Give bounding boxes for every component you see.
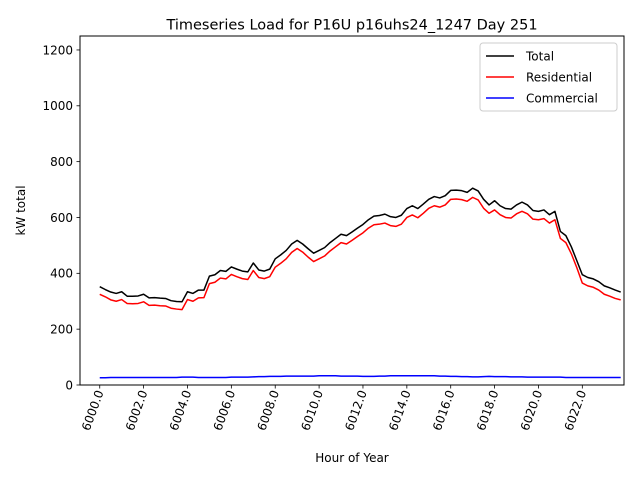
series-layer bbox=[99, 187, 621, 379]
series-line-commercial bbox=[99, 375, 621, 379]
legend-label-residential: Residential bbox=[526, 71, 592, 85]
y-tick-label: 800 bbox=[50, 155, 73, 169]
y-tick-label: 1200 bbox=[42, 43, 73, 57]
x-axis-title: Hour of Year bbox=[315, 451, 389, 465]
y-tick-label: 600 bbox=[50, 211, 73, 225]
legend-label-commercial: Commercial bbox=[526, 92, 598, 106]
series-line-total bbox=[99, 187, 621, 303]
legend-box bbox=[479, 42, 618, 112]
legend-label-total: Total bbox=[525, 50, 554, 64]
legend-entries: Total Residential Commercial bbox=[486, 50, 598, 106]
series-line-residential bbox=[99, 196, 621, 311]
y-tick-label: 400 bbox=[50, 267, 73, 281]
plot-frame bbox=[79, 35, 625, 386]
y-axis-title: kW total bbox=[14, 185, 28, 235]
chart-title: Timeseries Load for P16U p16uhs24_1247 D… bbox=[165, 18, 537, 34]
legend: Total Residential Commercial bbox=[479, 42, 618, 112]
y-tick-label: 1000 bbox=[42, 99, 73, 113]
y-tick-label: 0 bbox=[65, 378, 73, 392]
y-tick-label: 200 bbox=[50, 322, 73, 336]
